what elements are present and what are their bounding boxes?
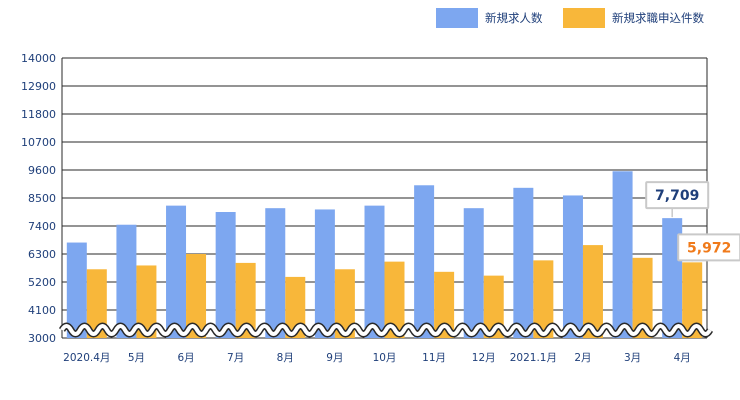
bar-series-1 — [215, 212, 236, 338]
bar-series-2 — [632, 257, 653, 338]
bar-series-2 — [682, 262, 703, 338]
bar-series-1 — [314, 209, 335, 338]
x-tick-label: 2020.4月 — [63, 352, 110, 364]
callout-value: 5,972 — [687, 240, 731, 256]
legend-swatch-series-1 — [436, 8, 478, 28]
x-tick-label: 3月 — [624, 352, 641, 364]
x-axis: 2020.4月 5月 6月 7月 8月 9月 10月 11月 12月 2021.1月 2月 3月 4月 — [63, 352, 691, 364]
y-tick-label: 12900 — [21, 80, 56, 93]
y-tick-label: 8500 — [28, 192, 56, 205]
legend: 新規求人数 新規求職申込件数 — [436, 8, 704, 28]
axis-break — [58, 322, 714, 338]
y-tick-label: 6300 — [28, 248, 56, 261]
x-tick-label: 11月 — [422, 352, 446, 364]
callout-box — [645, 181, 710, 210]
x-tick-label: 2月 — [574, 352, 591, 364]
bar-series-2 — [86, 269, 107, 338]
bar-series-1 — [66, 242, 87, 338]
bar-series-2 — [582, 245, 603, 338]
axis-break-wave — [60, 324, 712, 336]
y-tick-label: 11800 — [21, 108, 56, 121]
y-tick-label: 9600 — [28, 164, 56, 177]
bar-series-1 — [364, 205, 385, 338]
y-tick-label: 3000 — [28, 332, 56, 345]
x-tick-label: 9月 — [326, 352, 343, 364]
bar-series-2 — [384, 261, 405, 338]
x-tick-label: 2021.1月 — [510, 352, 557, 364]
bar-series-1 — [513, 187, 534, 338]
bar-series-2 — [434, 271, 455, 338]
bar-series-1 — [166, 205, 187, 338]
bar-series-2 — [186, 254, 207, 338]
y-tick-label: 4100 — [28, 304, 56, 317]
legend-swatch-series-2 — [563, 8, 605, 28]
bar-series-2 — [334, 269, 355, 338]
bar-series-1 — [612, 171, 633, 338]
x-tick-label: 4月 — [674, 352, 691, 364]
bar-series-2 — [483, 275, 504, 338]
y-axis: 3000 4100 5200 6300 7400 8500 9600 10700 11800 12… — [21, 52, 708, 345]
legend-label-series-1: 新規求人数 — [485, 11, 543, 25]
x-tick-label: 5月 — [128, 352, 145, 364]
x-tick-label: 7月 — [227, 352, 244, 364]
bar-series-1 — [562, 195, 583, 338]
callout-value: 7,709 — [655, 188, 699, 204]
bar-series-2 — [235, 262, 256, 338]
bar-series-1 — [414, 185, 435, 338]
bar-series-1 — [463, 208, 484, 338]
y-tick-label: 7400 — [28, 220, 56, 233]
x-tick-label: 6月 — [177, 352, 194, 364]
bar-series-1 — [265, 208, 286, 338]
y-tick-label: 10700 — [21, 136, 56, 149]
legend-label-series-2: 新規求職申込件数 — [612, 11, 704, 25]
callout-box — [677, 233, 740, 262]
callouts: 7,709 5,972 — [645, 181, 740, 262]
x-tick-label: 8月 — [277, 352, 294, 364]
bars — [66, 171, 703, 338]
bar-series-2 — [533, 260, 554, 338]
bar-series-2 — [136, 265, 157, 338]
bar-series-1 — [116, 224, 137, 338]
x-tick-label: 10月 — [373, 352, 397, 364]
y-tick-label: 5200 — [28, 276, 56, 289]
x-tick-label: 12月 — [472, 352, 496, 364]
y-tick-label: 14000 — [21, 52, 56, 65]
